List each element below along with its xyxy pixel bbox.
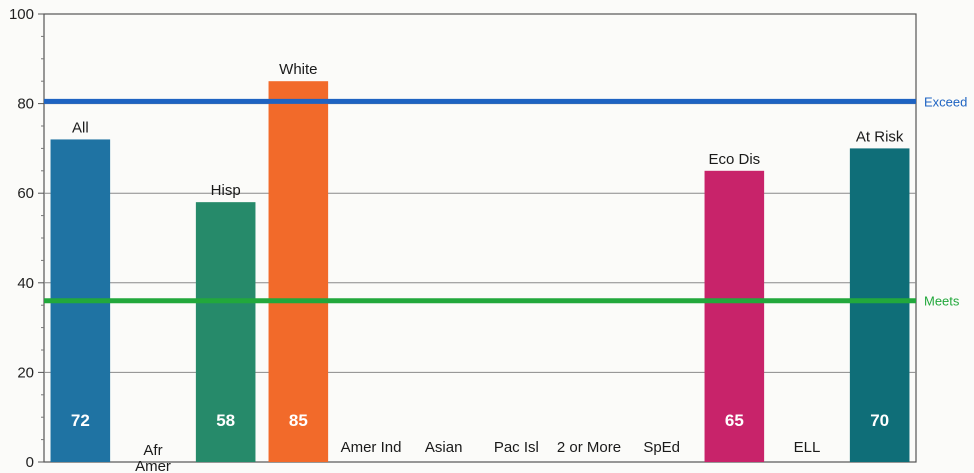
value-label-all: 72 — [71, 411, 90, 430]
category-label-pac-isl: Pac Isl — [494, 439, 539, 456]
value-label-white: 85 — [289, 411, 308, 430]
category-label-all: All — [72, 119, 89, 136]
category-label-2-or-more: 2 or More — [557, 439, 621, 456]
reference-lines: Exceed Meets — [44, 94, 967, 309]
bars — [50, 81, 910, 463]
y-tick-label-60: 60 — [17, 185, 34, 202]
plot-frame — [43, 13, 917, 463]
bar-eco-dis — [704, 170, 765, 463]
bar-hisp — [195, 202, 256, 462]
category-labels: All 72 Afr Amer Hisp 58 White 85 Amer Ind Asian Pa… — [71, 61, 904, 473]
bar-at-risk — [849, 148, 910, 462]
category-label-ell: ELL — [794, 439, 821, 456]
category-label-hisp: Hisp — [211, 182, 241, 199]
exceed-label: Exceed — [924, 94, 967, 109]
category-label-white: White — [279, 61, 317, 78]
meets-label: Meets — [924, 294, 960, 309]
category-label-sped: SpEd — [643, 439, 680, 456]
category-label-afr-amer: Afr Amer — [135, 442, 171, 473]
category-label-at-risk: At Risk — [856, 128, 904, 145]
bar-white — [268, 81, 329, 462]
y-tick-label-80: 80 — [17, 96, 34, 113]
value-label-eco-dis: 65 — [725, 411, 744, 430]
y-axis: 0 20 40 60 80 100 — [9, 6, 44, 471]
value-label-at-risk: 70 — [870, 411, 889, 430]
y-tick-label-20: 20 — [17, 364, 34, 381]
value-label-hisp: 58 — [216, 411, 235, 430]
category-label-amer-ind: Amer Ind — [341, 439, 402, 456]
y-tick-label-100: 100 — [9, 6, 34, 23]
gridlines — [43, 13, 917, 463]
category-label-eco-dis: Eco Dis — [708, 151, 760, 168]
y-tick-label-40: 40 — [17, 275, 34, 292]
category-label-asian: Asian — [425, 439, 463, 456]
y-tick-label-0: 0 — [26, 454, 34, 471]
